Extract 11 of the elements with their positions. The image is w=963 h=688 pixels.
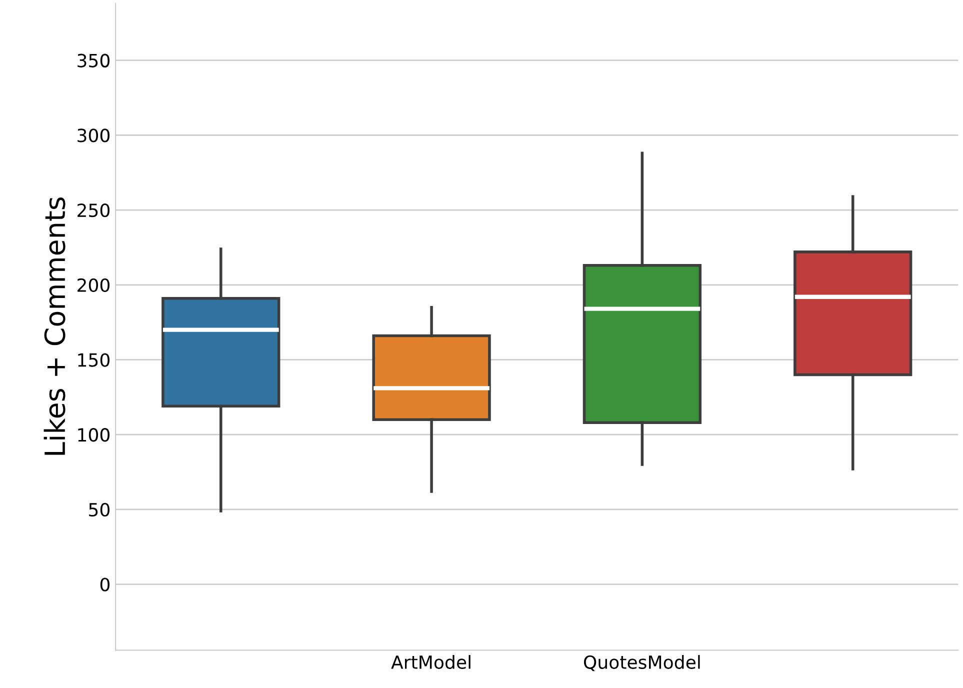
- y-axis-title: Likes + Comments: [44, 197, 66, 455]
- y-tick-label: 100: [78, 428, 110, 442]
- y-tick-label: 200: [78, 278, 110, 292]
- y-tick-label: 350: [78, 54, 110, 68]
- x-tick-label: ArtModel: [391, 655, 470, 669]
- x-tick-label: QuotesModel: [584, 655, 700, 672]
- y-tick-label: 50: [89, 502, 110, 517]
- y-tick-label: 150: [78, 353, 110, 367]
- y-tick-label: 0: [100, 578, 110, 592]
- y-tick-label: 300: [78, 128, 110, 142]
- y-tick-label: 250: [78, 203, 110, 218]
